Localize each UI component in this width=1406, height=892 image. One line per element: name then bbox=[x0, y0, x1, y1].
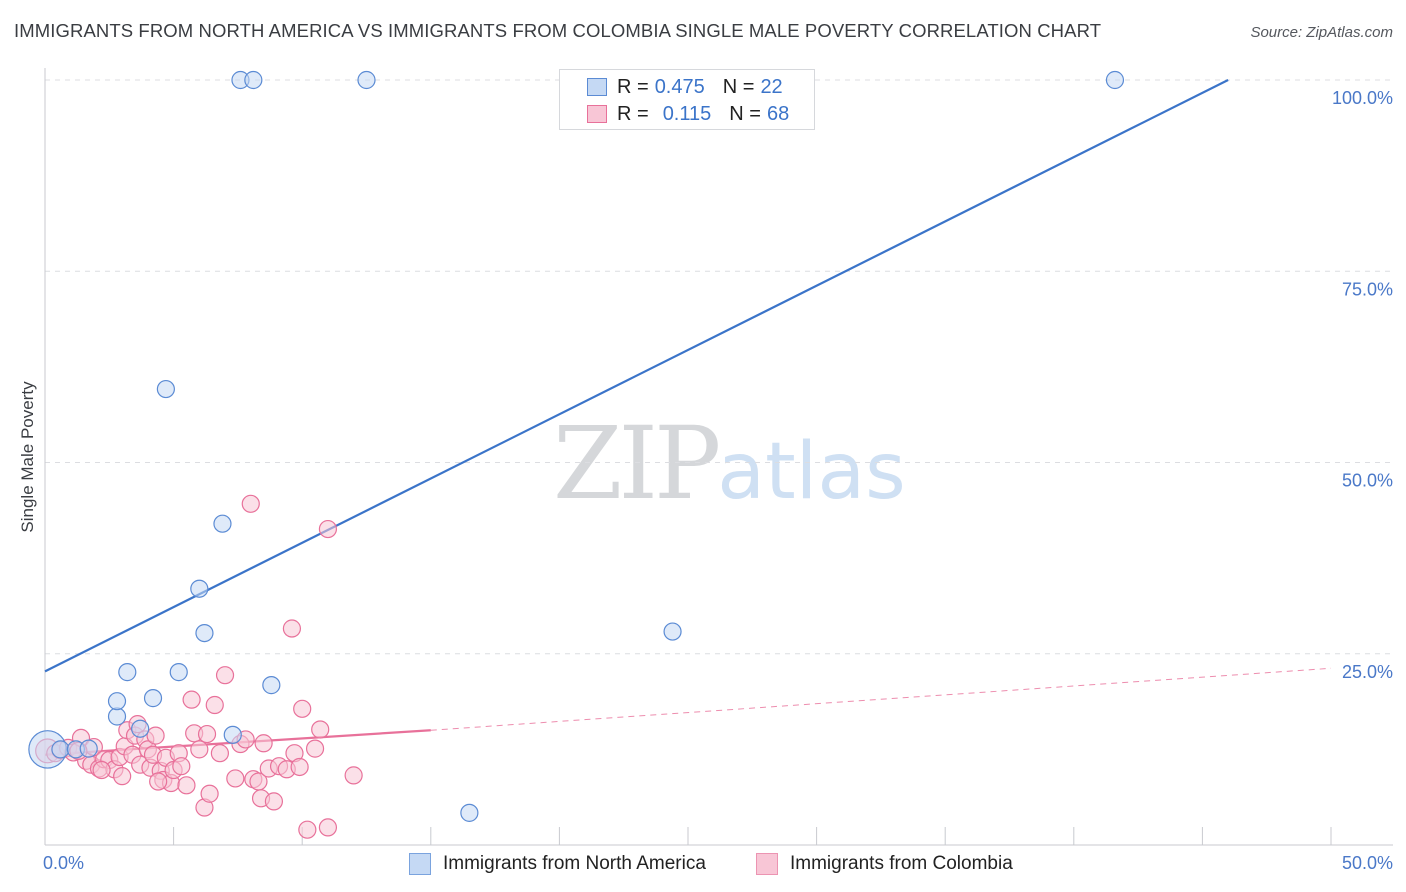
r-value: 0.115 bbox=[662, 102, 712, 125]
y-tick-label: 50.0% bbox=[1342, 471, 1393, 491]
north-america-point bbox=[262, 676, 281, 695]
north-america-point bbox=[118, 663, 137, 682]
colombia-point bbox=[318, 519, 338, 539]
r-label: R = bbox=[617, 102, 649, 125]
colombia-point bbox=[241, 494, 260, 513]
north-america-point bbox=[213, 514, 232, 533]
y-tick-label: 25.0% bbox=[1342, 662, 1393, 682]
legend-row-colombia: R = 0.115 N = 68 bbox=[587, 101, 789, 127]
north-america-point bbox=[195, 623, 214, 643]
colombia-point bbox=[146, 726, 165, 745]
north-america-point bbox=[460, 803, 479, 822]
colombia-point bbox=[254, 734, 273, 753]
colombia-point bbox=[298, 820, 317, 839]
north-america-point bbox=[107, 692, 127, 711]
colombia-point bbox=[305, 739, 325, 758]
colombia-point bbox=[113, 767, 132, 786]
colombia-point bbox=[290, 757, 309, 777]
correlation-legend: R = 0.475 N = 22 R = 0.115 N = 68 bbox=[559, 69, 815, 130]
north-america-point bbox=[169, 663, 188, 682]
north-america-point bbox=[357, 70, 376, 90]
legend-swatch-pink bbox=[587, 105, 607, 123]
colombia-point bbox=[190, 740, 209, 759]
colombia-point bbox=[318, 818, 338, 837]
north-america-point bbox=[156, 379, 175, 399]
north-america-point bbox=[107, 707, 127, 726]
colombia-point bbox=[172, 757, 191, 776]
n-label: N = bbox=[722, 75, 755, 98]
colombia-point bbox=[226, 769, 245, 788]
colombia-point bbox=[197, 724, 217, 744]
legend-swatch-blue bbox=[409, 853, 431, 875]
tick-labels: 25.0% 50.0% 75.0% 100.0% 0.0% 50.0% bbox=[43, 88, 1393, 873]
x-tick-label: 50.0% bbox=[1342, 853, 1393, 873]
colombia-point bbox=[215, 666, 235, 685]
north-america-point bbox=[131, 719, 150, 738]
legend-swatch-blue bbox=[587, 78, 607, 96]
colombia-point bbox=[344, 766, 363, 785]
colombia-point bbox=[210, 744, 229, 763]
colombia-point bbox=[205, 695, 224, 715]
colombia-point bbox=[293, 699, 312, 718]
colombia-point bbox=[282, 619, 302, 638]
colombia-point bbox=[311, 720, 330, 739]
gridlines bbox=[45, 79, 1391, 655]
north-america-point bbox=[663, 622, 682, 641]
watermark-zip: ZIP bbox=[553, 405, 721, 522]
north-america-point bbox=[244, 70, 263, 90]
n-value: 68 bbox=[766, 102, 790, 125]
data-points bbox=[28, 70, 1125, 839]
chart-title: IMMIGRANTS FROM NORTH AMERICA VS IMMIGRA… bbox=[14, 20, 1102, 41]
colombia-trend-extension bbox=[430, 667, 1332, 731]
legend-swatch-pink bbox=[756, 853, 778, 875]
source-label: Source: ZipAtlas.com bbox=[1250, 24, 1393, 41]
legend-item-colombia: Immigrants from Colombia bbox=[756, 852, 1013, 876]
colombia-point bbox=[149, 772, 168, 791]
y-tick-label: 75.0% bbox=[1342, 279, 1393, 299]
n-value: 22 bbox=[760, 75, 783, 98]
colombia-point bbox=[92, 760, 111, 780]
legend-label: Immigrants from North America bbox=[443, 853, 706, 874]
r-label: R = bbox=[617, 75, 649, 98]
n-label: N = bbox=[729, 102, 761, 125]
axes bbox=[44, 68, 1393, 846]
y-axis-label: Single Male Poverty bbox=[18, 381, 37, 533]
north-america-point bbox=[51, 740, 70, 759]
x-tick-label: 0.0% bbox=[43, 853, 84, 873]
north-america-point bbox=[190, 579, 209, 598]
watermark-atlas: atlas bbox=[717, 427, 906, 517]
north-america-trend-line bbox=[44, 79, 1229, 673]
y-tick-label: 100.0% bbox=[1332, 88, 1393, 108]
north-america-point bbox=[143, 689, 163, 708]
north-america-point bbox=[223, 725, 242, 744]
zipatlas-watermark: ZIPatlas bbox=[553, 405, 906, 522]
colombia-point bbox=[264, 792, 284, 811]
legend-row-north-america: R = 0.475 N = 22 bbox=[587, 74, 783, 100]
colombia-point bbox=[182, 690, 201, 709]
north-america-point bbox=[1105, 70, 1125, 90]
colombia-point bbox=[200, 784, 219, 803]
r-value: 0.475 bbox=[654, 75, 705, 98]
north-america-point bbox=[79, 739, 98, 758]
legend-label: Immigrants from Colombia bbox=[790, 853, 1013, 874]
colombia-point bbox=[177, 776, 196, 795]
legend-item-north-america: Immigrants from North America bbox=[409, 852, 706, 876]
